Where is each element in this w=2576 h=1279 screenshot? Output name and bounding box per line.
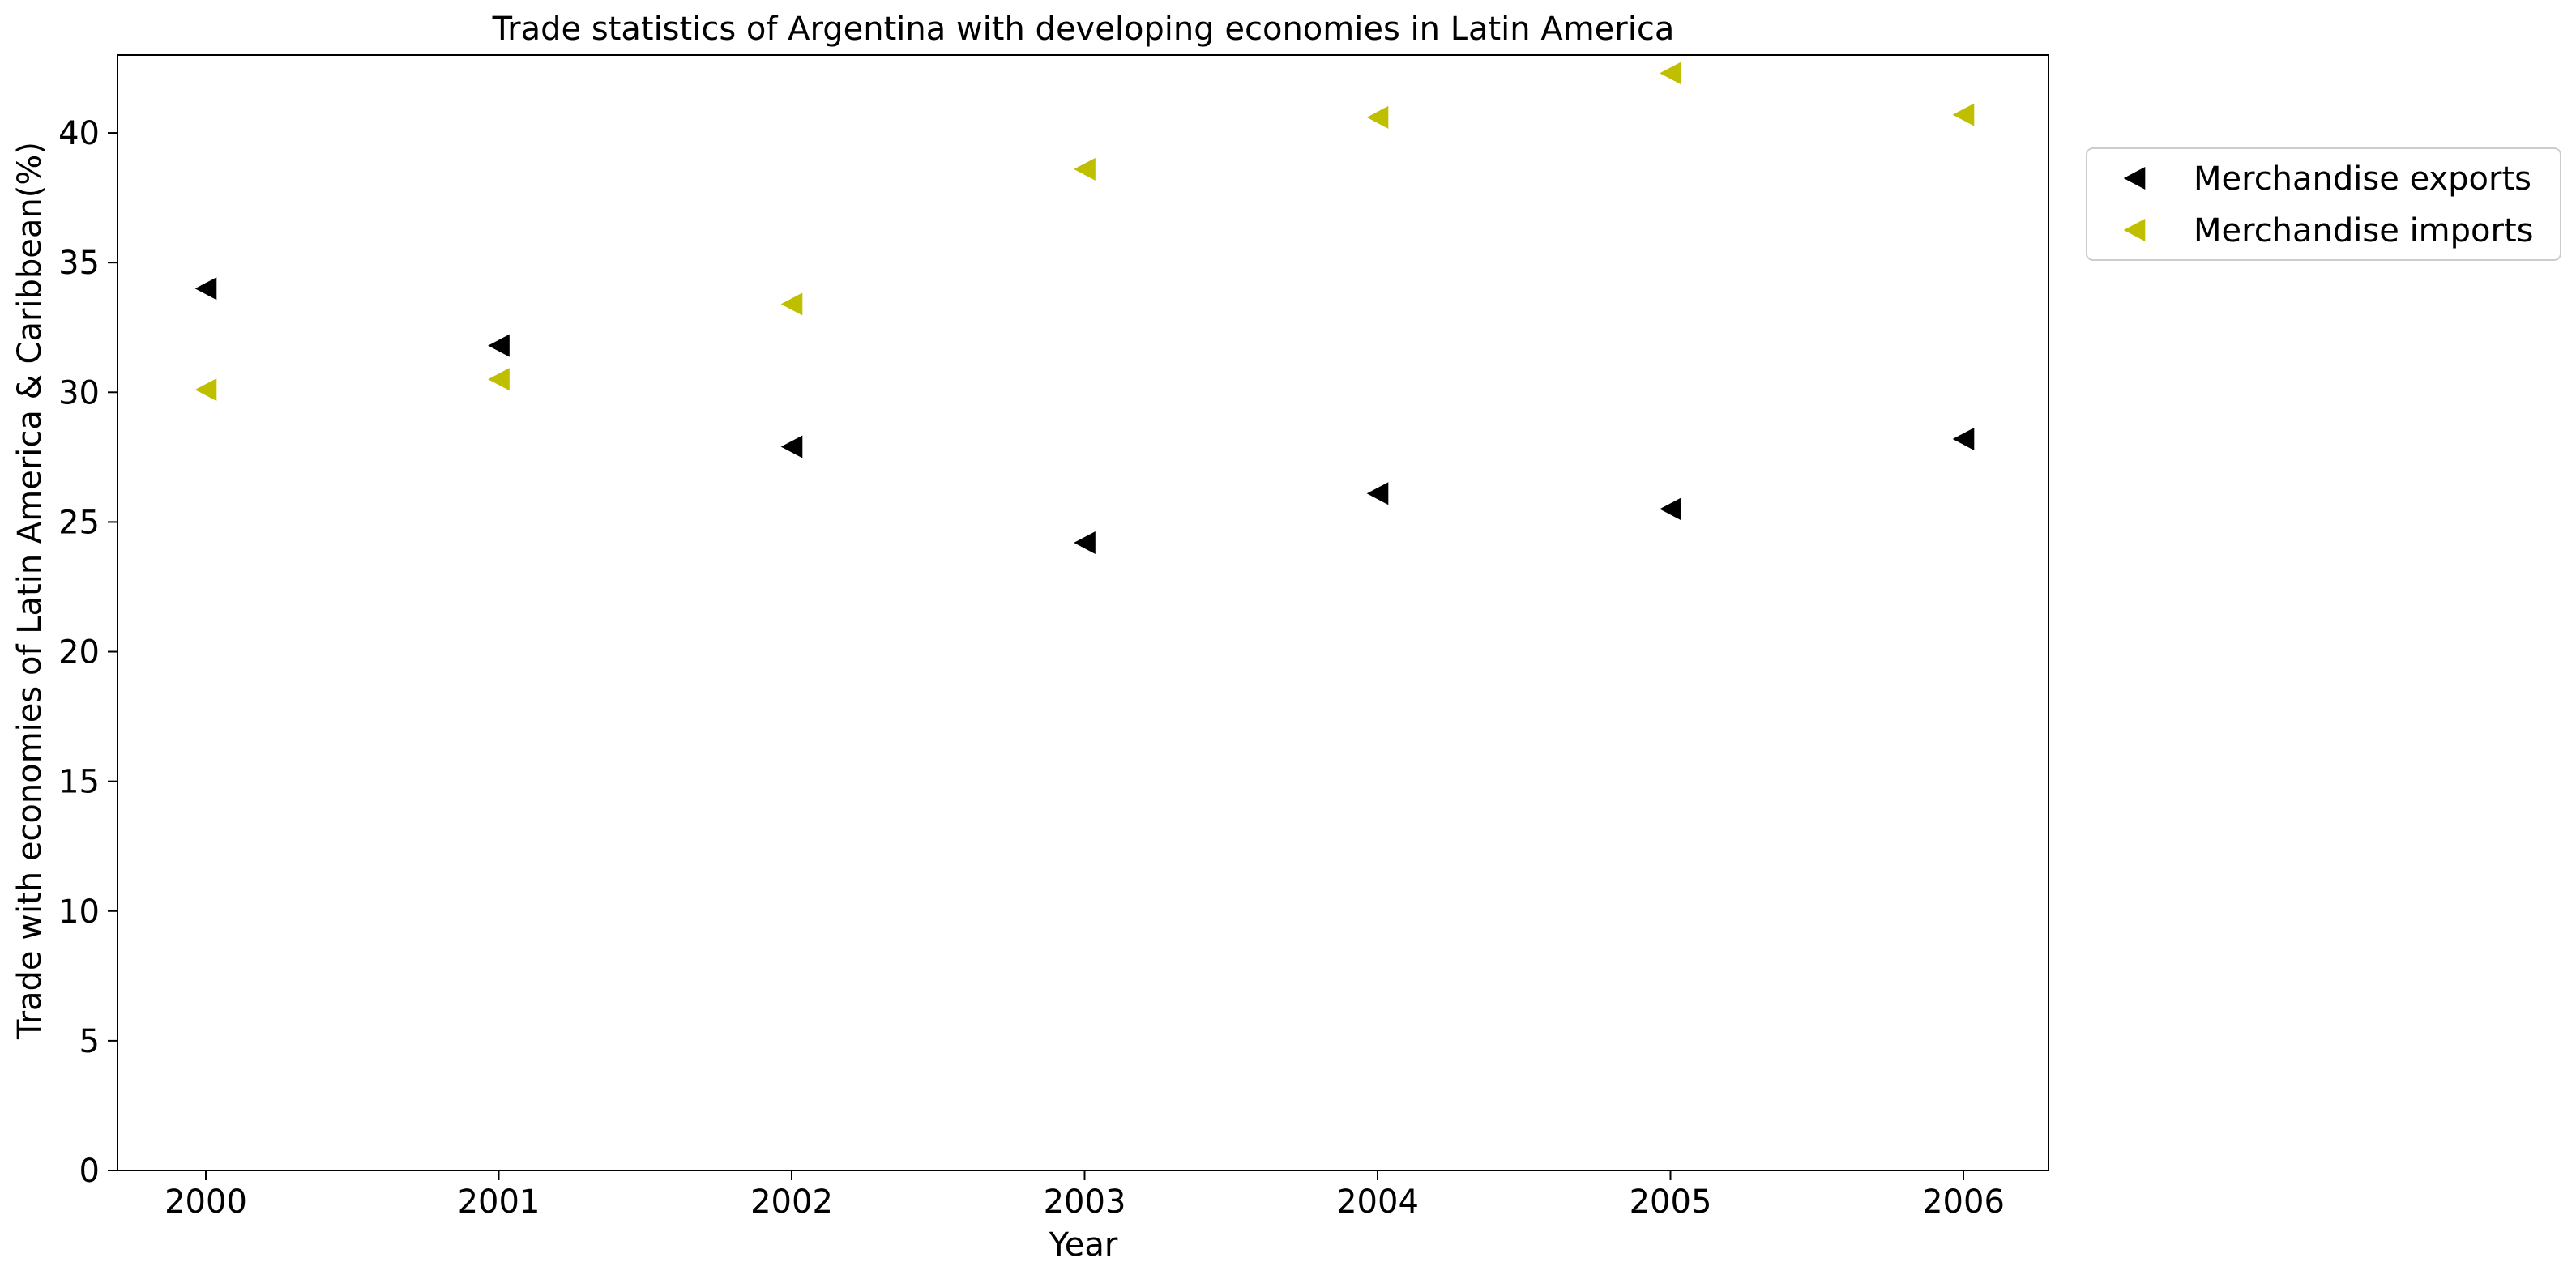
data-point [780,435,803,458]
series-imports [194,62,1975,402]
legend: Merchandise exports Merchandise imports [2086,147,2561,261]
data-point [488,334,510,357]
data-point [488,368,510,391]
y-tick-label: 30 [58,374,100,411]
y-tick-label: 5 [79,1023,100,1060]
series-exports [194,277,1975,555]
data-point [194,378,217,402]
y-axis-label: Trade with economies of Latin America & … [11,142,49,1040]
x-tick-label: 2003 [1044,1183,1126,1221]
data-point [1366,105,1389,129]
x-tick-label: 2000 [164,1183,247,1221]
plot-frame [117,54,2049,1171]
y-tick-label: 10 [58,893,100,931]
legend-marker [2123,219,2146,241]
y-tick-label: 0 [79,1153,100,1190]
x-tick-label: 2006 [1922,1183,2005,1221]
x-tick-label: 2002 [750,1183,833,1221]
y-tick-label: 25 [58,504,100,541]
y-tick-label: 40 [58,115,100,152]
data-point [1366,482,1389,505]
data-point [1660,62,1681,85]
legend-box [2086,147,2561,261]
y-tick-label: 35 [58,245,100,282]
legend-label: Merchandise exports [2194,160,2531,198]
x-tick-label: 2001 [458,1183,540,1221]
data-point [194,277,217,301]
data-point [1952,427,1975,450]
data-point [1660,497,1681,521]
legend-label: Merchandise imports [2194,212,2533,249]
x-axis-label: Year [1049,1226,1118,1264]
chart-title: Trade statistics of Argentina with devel… [492,11,1675,48]
data-point [1952,103,1975,126]
legend-marker [2123,167,2146,190]
data-point [1074,531,1096,555]
y-tick-label: 20 [58,634,100,671]
data-point [780,292,803,316]
data-point [1074,157,1096,181]
y-tick-label: 15 [58,764,100,801]
x-tick-label: 2004 [1336,1183,1419,1221]
plot-area: 0 5 10 15 20 25 30 35 40 2000 2001 2002 2003 2004 2005… [58,54,2049,1221]
x-tick-label: 2005 [1630,1183,1712,1221]
